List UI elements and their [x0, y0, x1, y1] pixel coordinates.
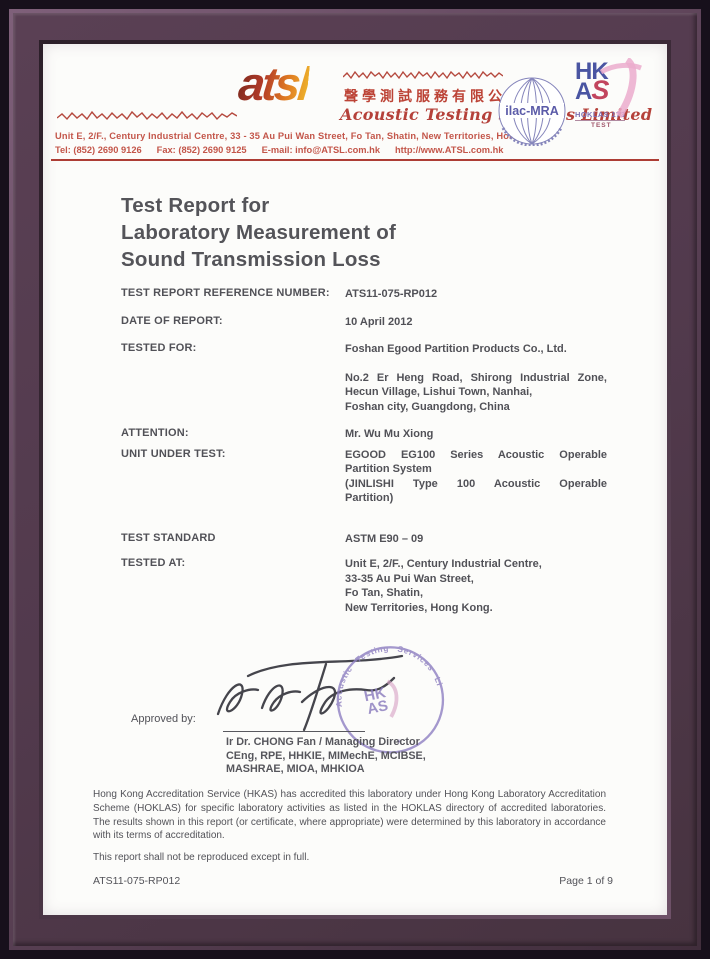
report-reference: ATS11-075-RP012: [93, 875, 181, 887]
report-title: Test Report for Laboratory Measurement o…: [121, 192, 396, 273]
report-title-line2: Laboratory Measurement of: [121, 221, 396, 244]
hoklas-accreditation-number: HOKLAS 173: [575, 110, 626, 121]
field-value: Hecun Village, Lishui Town, Nanhai,: [345, 386, 533, 398]
field-value: (JINLISHI Type 100 Acoustic Operable: [345, 477, 607, 490]
reproduction-note: This report shall not be reproduced exce…: [93, 852, 310, 863]
contact-website: http://www.ATSL.com.hk: [395, 145, 504, 155]
hkas-a: A: [575, 78, 592, 105]
field-row-reference-number: TEST REPORT REFERENCE NUMBER: ATS11-075-…: [121, 287, 607, 302]
approval-stamp-icon: Acoustic Testing Services Limited HK AS …: [317, 623, 444, 754]
field-row-unit-under-test: UNIT UNDER TEST: EGOOD EG100 Series Acou…: [121, 448, 607, 506]
contact-fax: Fax: (852) 2690 9125: [156, 145, 247, 155]
field-row-date-of-report: DATE OF REPORT: 10 April 2012: [121, 315, 607, 330]
company-address: Unit E, 2/F., Century Industrial Centre,…: [55, 131, 548, 141]
field-value: ATS11-075-RP012: [345, 288, 438, 300]
ilac-mra-logo: ilac-MRA: [498, 77, 566, 146]
field-value: Partition): [345, 492, 394, 504]
signatory-name: Ir Dr. CHONG Fan / Managing Director: [226, 736, 420, 748]
field-value: EGOOD EG100 Series Acoustic Operable: [345, 448, 607, 461]
hkas-s: S: [591, 75, 609, 105]
company-name-chinese: 聲學測試服務有限公司: [344, 88, 524, 104]
stamp-bottom-mark: *: [396, 736, 404, 751]
field-value: Partition System: [345, 463, 432, 475]
field-label: TEST STANDARD: [121, 531, 216, 544]
signature-line: [223, 731, 365, 732]
field-value: No.2 Er Heng Road, Shirong Industrial Zo…: [345, 371, 607, 384]
signatory-block: Ir Dr. CHONG Fan / Managing Director CEn…: [226, 736, 426, 777]
field-label: UNIT UNDER TEST:: [121, 447, 226, 460]
field-label: ATTENTION:: [121, 427, 189, 439]
field-row-tested-at: TESTED AT: Unit E, 2/F., Century Industr…: [121, 557, 607, 615]
atsl-logo: atsl: [236, 57, 311, 110]
frame-bevel-outer: atsl 聲學測試服務有限公司 Acoustic Testing Service…: [9, 9, 701, 950]
contact-email: E-mail: info@ATSL.com.hk: [261, 145, 380, 155]
field-label: DATE OF REPORT:: [121, 314, 223, 327]
hkas-letters: HK AS: [575, 58, 645, 118]
field-value: Unit E, 2/F., Century Industrial Centre,: [345, 558, 542, 570]
field-label: TESTED AT:: [121, 557, 186, 569]
page-footer: ATS11-075-RP012 Page 1 of 9: [93, 875, 613, 887]
field-row-test-standard: TEST STANDARD ASTM E90 – 09: [121, 532, 607, 547]
signatory-credentials-line1: CEng, RPE, HHKIE, MIMechE, MCIBSE,: [226, 749, 426, 762]
certificate-page: atsl 聲學測試服務有限公司 Acoustic Testing Service…: [43, 44, 667, 915]
waveform-right-icon: [343, 70, 503, 80]
field-row-attention: ATTENTION: Mr. Wu Mu Xiong: [121, 427, 607, 442]
stamp-center-hk: HK: [363, 684, 388, 705]
field-row-tested-for: TESTED FOR: Foshan Egood Partition Produ…: [121, 342, 607, 414]
report-title-line1: Test Report for: [121, 194, 270, 217]
field-value: Mr. Wu Mu Xiong: [345, 428, 434, 440]
field-value: 33-35 Au Pui Wan Street,: [345, 572, 474, 585]
accreditation-statement: Hong Kong Accreditation Service (HKAS) h…: [93, 789, 606, 842]
signatory-credentials-line2: MASHRAE, MIOA, MHKIOA: [226, 763, 365, 775]
field-value: ASTM E90 – 09: [345, 532, 424, 545]
company-name-english: Acoustic Testing Services Limited: [340, 105, 653, 124]
hoklas-test-label: TEST: [591, 122, 612, 129]
frame-bevel-inner: atsl 聲學測試服務有限公司 Acoustic Testing Service…: [39, 40, 671, 919]
contact-tel: Tel: (852) 2690 9126: [55, 145, 142, 155]
field-label: TEST REPORT REFERENCE NUMBER:: [121, 287, 330, 299]
signature-icon: [216, 654, 404, 732]
page-indicator: Page 1 of 9: [559, 875, 613, 887]
company-contact: Tel: (852) 2690 9126 Fax: (852) 2690 912…: [55, 145, 503, 155]
waveform-left-icon: [57, 110, 237, 121]
frame-band: atsl 聲學測試服務有限公司 Acoustic Testing Service…: [13, 13, 697, 946]
field-value: 10 April 2012: [345, 315, 413, 328]
field-value: Foshan city, Guangdong, China: [345, 400, 510, 413]
hkas-logo: HK AS HOKLAS 173 TEST: [575, 58, 645, 129]
stamp-center-as: AS: [366, 697, 390, 718]
field-value: Foshan Egood Partition Products Co., Ltd…: [345, 343, 567, 355]
approved-by-label: Approved by:: [131, 713, 196, 725]
report-title-line3: Sound Transmission Loss: [121, 248, 381, 271]
field-label: TESTED FOR:: [121, 342, 197, 354]
paragraph-gap: [345, 357, 607, 371]
ilac-mra-label: ilac-MRA: [505, 104, 558, 118]
report-fields: TEST REPORT REFERENCE NUMBER: ATS11-075-…: [121, 287, 607, 628]
header-divider: [51, 159, 659, 161]
field-value: Fo Tan, Shatin,: [345, 587, 424, 599]
field-value: New Territories, Hong Kong.: [345, 601, 493, 614]
